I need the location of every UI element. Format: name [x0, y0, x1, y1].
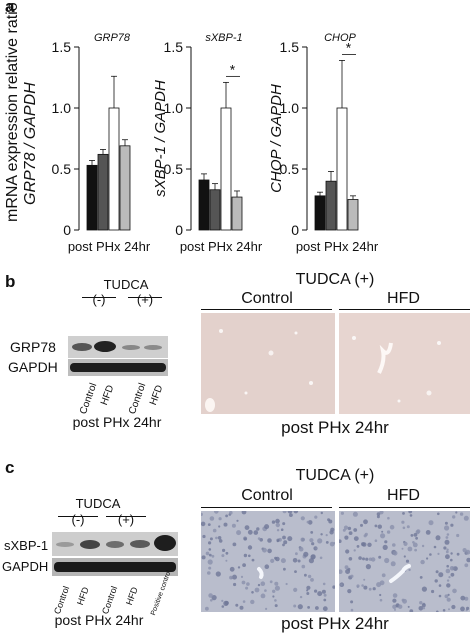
panel-b-plus-line — [128, 297, 162, 298]
panel-b-gapdh-label: GAPDH — [8, 359, 58, 375]
y-tick-label: 0 — [175, 222, 183, 238]
panel-b-caption: post PHx 24hr — [72, 414, 162, 430]
panel-c-ihc-hfd-image — [339, 511, 470, 612]
chart-title: sXBP-1 — [205, 32, 242, 44]
panel-c-control-line — [201, 507, 332, 508]
panel-c-tudca-label: TUDCA — [75, 496, 121, 511]
panel-c-plus-label: (+) — [117, 512, 135, 527]
panel-c-ihc-control: Control — [241, 487, 293, 504]
tissue-image — [339, 511, 470, 612]
chart-ylabel: sXBP-1 / GAPDH — [152, 80, 169, 197]
significance-label: * — [346, 39, 352, 55]
y-tick-label: 0.5 — [280, 161, 300, 177]
band — [154, 535, 176, 551]
y-tick-label: 0 — [63, 222, 71, 238]
bar — [336, 107, 348, 231]
y-tick-label: 1.5 — [280, 39, 300, 55]
band — [130, 540, 150, 548]
band — [72, 343, 92, 351]
panel-b-lane-1: Control — [78, 381, 100, 416]
panel-b-plus-label: (+) — [136, 292, 154, 307]
panel-b-grp78-label: GRP78 — [10, 339, 56, 355]
y-tick-label: 1.0 — [52, 100, 72, 116]
bar — [108, 107, 120, 231]
panel-b-gapdh-blot — [68, 359, 168, 376]
panel-c-minus-label: (-) — [71, 512, 85, 527]
panel-b-lane-2: HFD — [99, 383, 117, 407]
panel-c-gapdh-blot — [52, 558, 178, 576]
panel-c-lane-1: Control — [52, 584, 72, 616]
panel-b-ihc-caption: post PHx 24hr — [281, 418, 389, 437]
tissue-image — [201, 511, 335, 612]
panel-c-gapdh-label: GAPDH — [2, 559, 49, 574]
bar — [97, 153, 109, 231]
panel-c-lane-2: HFD — [75, 585, 91, 607]
panel-c-lane-3: Control — [100, 584, 120, 616]
band — [56, 542, 74, 547]
panel-c-lane-5: Positive control — [150, 569, 173, 617]
panel-b-ihc-control: Control — [241, 290, 293, 307]
bar — [314, 195, 326, 231]
band — [106, 541, 124, 548]
panel-c-caption: post PHx 24hr — [54, 612, 144, 628]
band — [70, 363, 166, 372]
bar — [325, 180, 337, 231]
y-tick-label: 0.5 — [52, 161, 72, 177]
panel-c-letter: c — [5, 458, 15, 477]
panel-b-ihc-hfd: HFD — [387, 290, 420, 307]
panel-c-ihc-title: TUDCA (+) — [295, 467, 375, 484]
chart-xlabel: post PHx 24hr — [296, 239, 379, 254]
panel-c-sxbp1-blot — [52, 532, 178, 556]
panel-b-minus-label: (-) — [92, 292, 106, 307]
chart-xlabel: post PHx 24hr — [180, 239, 263, 254]
panel-b-ihc-hfd-image — [339, 313, 470, 414]
significance-label: * — [230, 61, 236, 77]
tissue-image — [339, 313, 470, 414]
panel-b-ihc-title: TUDCA (+) — [295, 271, 375, 288]
panel-c-ihc-control-image — [201, 511, 335, 612]
y-tick-label: 1.5 — [52, 39, 72, 55]
bar — [220, 107, 232, 231]
bar — [198, 179, 210, 231]
panel-b-hfd-line — [339, 309, 470, 310]
panel-b-lane-3: Control — [127, 381, 149, 416]
y-tick-label: 0.5 — [164, 161, 184, 177]
band — [144, 345, 162, 350]
panel-a-letter: a — [5, 0, 15, 16]
band — [54, 562, 176, 572]
panel-b-minus-line — [82, 297, 116, 298]
tissue-image — [201, 313, 335, 414]
chart-xlabel: post PHx 24hr — [68, 239, 151, 254]
panel-b-control-line — [201, 309, 332, 310]
y-tick-label: 1.0 — [280, 100, 300, 116]
panel-c-minus-line — [58, 516, 98, 517]
panel-c-plus-line — [106, 516, 146, 517]
panel-b-letter: b — [5, 272, 16, 291]
panel-c-ihc-caption: post PHx 24hr — [281, 614, 389, 633]
bar — [347, 199, 359, 231]
panel-b-ihc-control-image — [201, 313, 335, 414]
panel-c-sxbp1-label: sXBP-1 — [4, 538, 49, 553]
panel-c-lane-4: HFD — [124, 585, 140, 607]
band — [122, 345, 140, 350]
panel-b-tudca-label: TUDCA — [103, 277, 149, 292]
bar — [231, 196, 243, 231]
chart-title: GRP78 — [94, 32, 131, 44]
panel-b-grp78-blot — [68, 336, 168, 358]
bar — [86, 164, 98, 231]
chart-ylabel: CHOP / GAPDH — [268, 84, 285, 193]
band — [80, 540, 100, 549]
panel-b-lane-4: HFD — [148, 383, 166, 407]
y-tick-label: 1.0 — [164, 100, 184, 116]
band — [94, 341, 116, 352]
y-tick-label: 0 — [291, 222, 299, 238]
chart-title: CHOP — [324, 32, 356, 44]
panel-c-ihc-hfd: HFD — [387, 487, 420, 504]
bar — [119, 145, 131, 231]
bar — [209, 189, 221, 231]
panel-c-hfd-line — [339, 507, 470, 508]
y-tick-label: 1.5 — [164, 39, 184, 55]
